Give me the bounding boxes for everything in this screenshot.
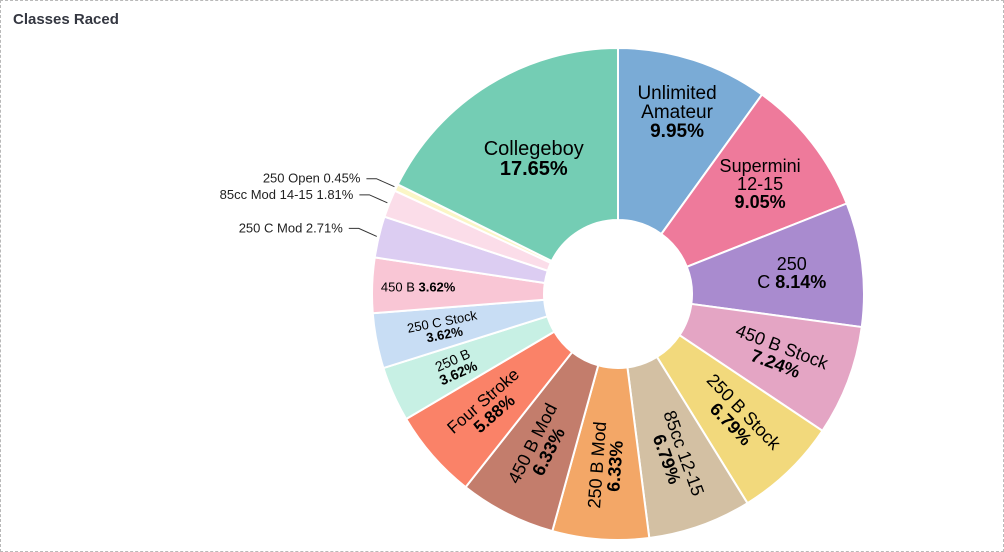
slice-value-450-b: 3.62% [418, 279, 455, 294]
slice-name-85cc-mod-14-15: 85cc Mod 14-15 [220, 187, 317, 202]
slice-value-supermini-12-15: 9.05% [735, 192, 786, 212]
slice-label-unlimited-amateur: Unlimited Amateur 9.95% [637, 83, 716, 142]
slice-unlimited-amateur[interactable] [617, 46, 764, 236]
slice-label-collegeboy: Collegeboy 17.65% [484, 138, 584, 180]
slice-name-unlimited-amateur: Amateur [641, 102, 713, 123]
slice-label-250-c: 250 C 8.14% [757, 254, 826, 292]
slice-collegeboy[interactable] [396, 46, 619, 263]
slice-value-250-c-stock: 3.62% [425, 323, 464, 345]
slice-value-250-open: 0.45% [324, 171, 361, 186]
slice-name-450-b: 450 B [381, 279, 419, 294]
slice-value-85cc-mod-14-15: 1.81% [316, 187, 353, 202]
slice-name-250-c: C [757, 272, 775, 292]
slice-label-250-b-mod: 250 B Mod6.33% [584, 421, 628, 511]
slice-name-250-open: 250 Open [263, 171, 324, 186]
slice-name-supermini-12-15: 12-15 [737, 174, 783, 194]
slice-label-250-open: 250 Open 0.45% [263, 171, 361, 186]
slice-name-unlimited-amateur: Unlimited [637, 83, 716, 104]
svg-text:450 B 3.62%: 450 B 3.62% [381, 279, 456, 294]
slice-value-250-c-mod: 2.71% [306, 220, 343, 235]
slice-value-unlimited-amateur: 9.95% [650, 121, 704, 142]
slice-name-collegeboy: Collegeboy [484, 138, 584, 160]
slice-name-supermini-12-15: Supermini [720, 156, 801, 176]
leader-line-85cc-mod-14-15 [359, 194, 388, 204]
leader-line-250-c-mod [348, 227, 377, 237]
slice-label-85cc-mod-14-15: 85cc Mod 14-15 1.81% [220, 187, 354, 202]
svg-text:250 B Mod6.33%: 250 B Mod6.33% [584, 421, 628, 511]
panel-title: Classes Raced [13, 11, 119, 28]
slice-label-450-b: 450 B 3.62% [381, 279, 456, 294]
slice-name-250-c-mod: 250 C Mod [239, 220, 306, 235]
slice-name-250-c: 250 [777, 254, 807, 274]
slice-value-250-b-mod: 6.33% [603, 440, 627, 492]
slice-label-250-c-mod: 250 C Mod 2.71% [239, 220, 344, 235]
slice-value-collegeboy: 17.65% [500, 158, 568, 180]
slice-value-250-c: 8.14% [775, 272, 826, 292]
slice-supermini-12-15[interactable] [659, 93, 849, 269]
slice-label-supermini-12-15: Supermini 12-15 9.05% [720, 156, 801, 212]
leader-line-250-open [366, 178, 395, 188]
